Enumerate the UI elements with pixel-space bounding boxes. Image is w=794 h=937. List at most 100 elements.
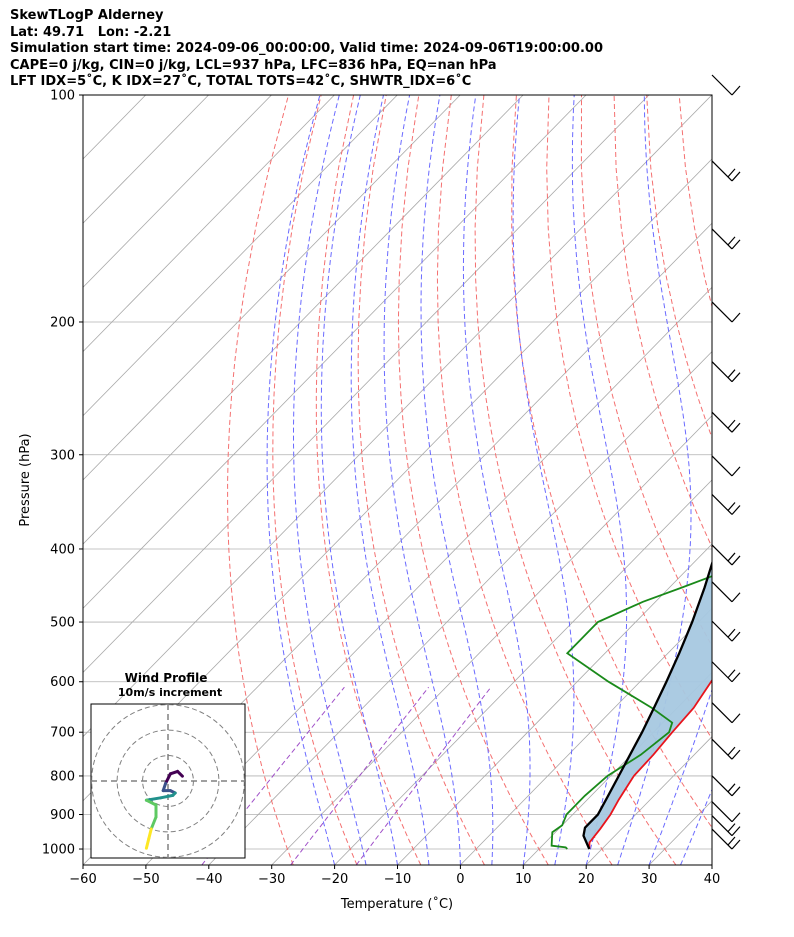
y-tick-label: 900 xyxy=(50,808,75,823)
dry-adiabat xyxy=(613,95,712,549)
barb-staff xyxy=(711,494,733,515)
wind-barb xyxy=(711,455,741,477)
barb-flag xyxy=(727,628,736,638)
moist-adiabat xyxy=(420,95,494,865)
mixing-ratio-line xyxy=(290,686,429,865)
barb-staff xyxy=(711,801,733,823)
barb-flag xyxy=(731,372,741,383)
moist-adiabat xyxy=(320,95,398,865)
barb-flag xyxy=(731,631,741,642)
barb-staff xyxy=(711,661,733,683)
dry-adiabat xyxy=(580,95,712,648)
barb-flag xyxy=(731,239,741,250)
barb-staff xyxy=(711,828,733,850)
wind-barb xyxy=(711,801,741,823)
barb-flag xyxy=(727,746,736,756)
x-tick-label: −40 xyxy=(195,872,222,887)
parcel-profile xyxy=(582,559,712,850)
isotherm-line xyxy=(208,350,712,865)
isotherm-line xyxy=(460,607,712,865)
hodograph-segment xyxy=(147,827,153,841)
y-tick-label: 400 xyxy=(50,542,75,557)
hodograph-segment xyxy=(164,772,172,785)
barb-flag xyxy=(731,312,741,323)
dry-adiabat xyxy=(474,95,677,865)
isotherm-line xyxy=(83,95,335,353)
barb-flag xyxy=(727,419,736,429)
wind-barb xyxy=(711,411,741,433)
dry-adiabat xyxy=(646,95,712,439)
moist-adiabat xyxy=(571,95,628,865)
barb-staff xyxy=(711,361,733,383)
barb-flag xyxy=(731,713,741,724)
dry-adiabat xyxy=(511,95,712,829)
cape-shading xyxy=(583,563,712,849)
moist-adiabat xyxy=(512,95,575,865)
wind-barb xyxy=(711,301,741,323)
wind-barb xyxy=(711,738,741,760)
barb-staff xyxy=(711,160,733,182)
moist-adiabat xyxy=(266,95,336,865)
barb-flag xyxy=(731,555,741,566)
barb-staff xyxy=(711,581,733,603)
wind-barb xyxy=(711,160,741,182)
dewpoint-profile xyxy=(550,575,712,850)
dry-adiabat xyxy=(546,95,712,740)
barb-staff xyxy=(711,455,733,477)
mixing-ratio-line xyxy=(201,686,345,865)
x-tick-label: 0 xyxy=(456,872,464,887)
barb-flag xyxy=(731,812,741,823)
location-line: Lat: 49.71 Lon: -2.21 xyxy=(10,24,172,40)
cape-area xyxy=(583,563,712,849)
dry-adiabat xyxy=(227,95,294,865)
x-tick-label: 30 xyxy=(641,872,658,887)
wind-barb xyxy=(711,828,741,850)
barb-flag xyxy=(731,592,741,603)
x-tick-label: 10 xyxy=(515,872,532,887)
barb-staff xyxy=(711,411,733,433)
hodograph-segment xyxy=(144,798,158,807)
barb-flag xyxy=(731,505,741,515)
barb-flag xyxy=(731,786,741,797)
isotherm-line xyxy=(83,95,524,545)
hodograph-ring xyxy=(116,729,220,833)
x-tick-label: 20 xyxy=(578,872,595,887)
hodograph-segment xyxy=(144,837,151,850)
barb-flag xyxy=(727,502,736,511)
y-tick-label: 600 xyxy=(50,675,75,690)
isotherm-line xyxy=(83,95,712,738)
barb-staff xyxy=(711,301,733,323)
axis-ticks: −60 −50 −40 −30 −20 −10 0 10 20 30 40 1000 900 800 700… xyxy=(42,89,720,888)
hodograph-body xyxy=(91,704,245,858)
hodograph-subtitle: 10m/s increment xyxy=(118,686,222,699)
temperature-profile xyxy=(588,678,712,850)
barb-staff xyxy=(711,775,733,797)
barb-flag xyxy=(731,171,741,182)
isotherm-line xyxy=(711,864,712,865)
x-tick-label: −60 xyxy=(69,872,96,887)
chart-header: SkewTLogP Alderney Lat: 49.71 Lon: -2.21… xyxy=(10,8,603,91)
isotherm-line xyxy=(145,286,712,865)
wind-barb xyxy=(711,74,741,96)
hodograph-segment xyxy=(159,793,175,800)
dry-adiabat xyxy=(272,95,358,865)
wind-barb xyxy=(711,228,741,250)
dry-adiabat xyxy=(397,95,549,865)
mixing-ratio-line xyxy=(355,686,492,865)
dry-adiabat xyxy=(744,95,794,865)
barb-flag xyxy=(731,672,741,683)
barb-flag xyxy=(731,422,741,433)
barb-staff xyxy=(711,702,733,724)
moist-adiabat xyxy=(350,95,430,865)
isotherm-line xyxy=(83,95,587,609)
y-tick-label: 200 xyxy=(50,315,75,330)
moist-adiabat xyxy=(293,95,367,865)
y-tick-label: 700 xyxy=(50,726,75,741)
cape-line: CAPE=0 j/kg, CIN=0 j/kg, LCL=937 hPa, LF… xyxy=(10,57,497,73)
wind-barbs xyxy=(711,74,741,850)
barb-staff xyxy=(711,544,733,566)
hodograph-segment xyxy=(149,815,158,831)
isotherm-line xyxy=(83,95,398,417)
barb-staff xyxy=(711,74,733,96)
moist-adiabat xyxy=(711,863,712,865)
